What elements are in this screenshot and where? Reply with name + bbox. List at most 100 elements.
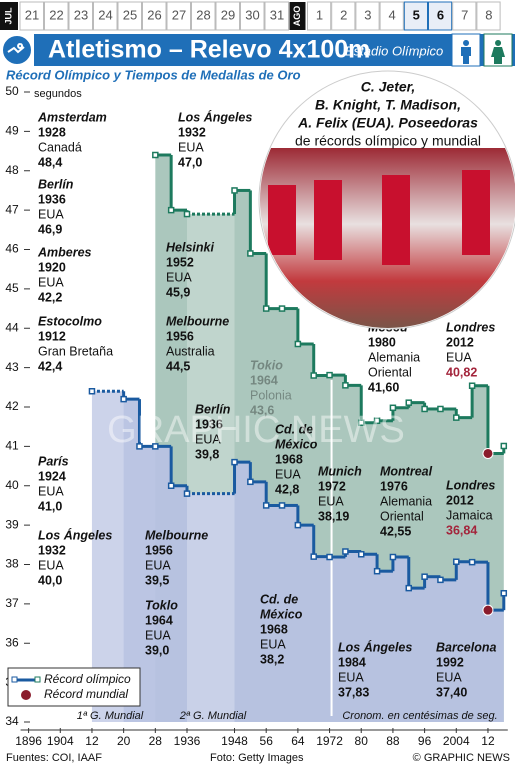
runner-glyph [7,43,25,54]
day-cell [191,1,216,31]
point [373,567,381,575]
point [278,502,286,509]
day: 2 [340,7,347,22]
annotation: EUA [446,350,472,364]
point [373,417,381,425]
point [294,340,302,348]
annotation: 1964 [250,373,278,387]
point [152,443,159,450]
y-tick-label: 40 [5,478,19,492]
legend-swatch [11,676,18,683]
annotation: EUA [145,628,171,642]
band-label: 2ª G. Mundial [179,710,247,722]
x-tick-label: 12 [85,734,99,748]
day: 6 [437,7,444,22]
x-tick-label: 2004 [443,734,470,748]
legend-box [7,667,141,707]
month: AGO [292,6,302,27]
annotation: 1956 [145,543,173,557]
point [120,395,127,403]
day-cell [19,1,44,31]
point [405,584,413,592]
athletes [268,170,490,265]
annotation: 1964 [145,613,173,627]
annotation: Berlín [195,402,231,416]
point [167,206,175,214]
x-tick-label: 1936 [174,734,201,748]
day-cell [355,1,380,31]
annotation: Oriental [380,509,424,523]
y-tick-label: 39 [5,517,19,531]
annotation: EUA [166,270,192,284]
y-tick-label: 50 [5,84,19,98]
y-tick-label: 47 [5,202,19,216]
annotation: 1952 [166,255,194,269]
annotation: Amberes [37,245,92,259]
annotation: Amsterdam [37,110,107,124]
day: 7 [461,7,468,22]
point [136,443,143,450]
point [437,405,444,413]
annotation: 44,5 [166,359,190,373]
annotation: EUA [318,494,344,508]
y-tick-label: 45 [5,281,19,295]
day-cell [240,1,265,31]
annotation: Los Ángeles [338,639,412,654]
point [453,558,460,565]
point [183,490,191,497]
annotation: 48,4 [38,155,62,169]
day: 27 [172,7,186,22]
point [310,553,317,560]
point [310,372,317,379]
annotation: EUA [178,140,204,154]
war-band [91,92,124,722]
annotation: EUA [38,484,64,498]
point [468,382,476,389]
annotation: Estocolmo [38,314,102,328]
annotation: 45,9 [166,285,190,299]
annotation: 47,0 [178,155,202,169]
y-tick-label: 48 [5,163,19,177]
day-cell [166,1,191,31]
area-fill [91,391,504,722]
day-cell [142,1,167,31]
point [183,210,191,218]
athlete [268,185,296,255]
x-tick-label: 96 [418,734,432,748]
legend-swatch [34,676,41,683]
annotation: Los Ángeles [38,527,112,542]
point [389,553,397,561]
plot: 1ª G. Mundial 2ª G. Mundial Cronom. en cen… [5,84,508,748]
y-tick-label: 41 [5,439,19,453]
day: 26 [147,7,161,22]
annotation: 1932 [38,543,66,557]
annotation: Londres [446,478,495,492]
y-tick-label: 46 [5,242,19,256]
point [88,388,96,395]
y-axis-label: segundos [34,88,82,100]
annotation: Cd. de [275,422,313,436]
y-tick-label: 34 [5,714,19,728]
y-tick-label: 42 [5,399,19,413]
legend-label: Récord mundial [44,687,128,701]
day-cell [68,1,93,31]
x-tick-label: 20 [117,734,131,748]
day: 3 [364,7,371,22]
annotation: 1956 [166,329,194,343]
annotation: Montreal [380,464,433,478]
annotation: 39,5 [145,573,169,587]
subtitle: Récord Olímpico y Tiempos de Medallas de… [6,67,301,82]
annotation: Jamaica [446,508,493,522]
point [262,305,270,312]
point [326,371,333,379]
y-tick-label: 49 [5,124,19,138]
annotation: Alemania [368,350,420,364]
annotation: 42,4 [38,359,62,373]
annotation: EUA [195,432,221,446]
point [500,442,508,450]
point [468,558,476,566]
annotation: 40,0 [38,573,62,587]
annotation: 38,19 [318,509,349,523]
point [247,250,254,257]
day-cell [476,1,501,31]
